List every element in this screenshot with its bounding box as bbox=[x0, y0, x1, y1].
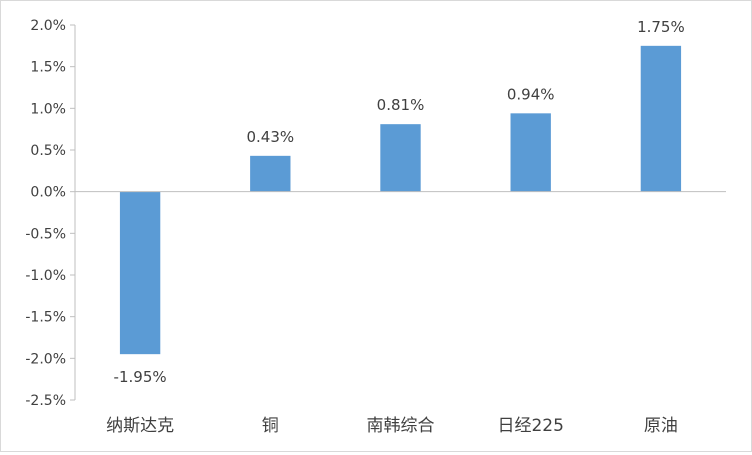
y-tick-label: -1.0% bbox=[25, 268, 66, 284]
y-tick-label: -2.0% bbox=[25, 351, 66, 367]
x-tick-label: 纳斯达克 bbox=[106, 416, 174, 436]
x-tick-label: 日经225 bbox=[497, 416, 563, 436]
bar bbox=[640, 45, 682, 192]
y-axis: 2.0% 1.5% 1.0% 0.5% 0.0% -0.5% -1.0% -1.5% -2.0%… bbox=[25, 18, 76, 409]
y-tick-label: 0.0% bbox=[30, 185, 66, 201]
bar bbox=[510, 113, 551, 192]
data-label: 0.94% bbox=[507, 85, 555, 103]
bar bbox=[119, 191, 161, 355]
data-labels: -1.95% 0.43% 0.81% 0.94% 1.75% bbox=[114, 18, 685, 386]
x-axis: 纳斯达克 铜 南韩综合 日经225 原油 bbox=[106, 416, 678, 436]
y-tick-label: -1.5% bbox=[25, 310, 66, 326]
bars bbox=[119, 45, 682, 355]
y-tick-label: -2.5% bbox=[25, 393, 66, 409]
y-tick-label: -0.5% bbox=[25, 226, 66, 242]
data-label: 0.43% bbox=[246, 128, 294, 146]
data-label: 1.75% bbox=[637, 18, 685, 36]
y-tick-label: 0.5% bbox=[30, 143, 66, 159]
x-tick-label: 原油 bbox=[644, 416, 678, 436]
bar bbox=[250, 155, 291, 192]
y-tick-label: 1.5% bbox=[30, 60, 66, 76]
y-tick-label: 1.0% bbox=[30, 101, 66, 117]
data-label: -1.95% bbox=[114, 368, 167, 386]
data-label: 0.81% bbox=[377, 96, 425, 114]
x-tick-label: 铜 bbox=[262, 416, 279, 436]
bar bbox=[380, 124, 421, 192]
y-tick-label: 2.0% bbox=[30, 18, 66, 34]
x-tick-label: 南韩综合 bbox=[367, 416, 435, 436]
